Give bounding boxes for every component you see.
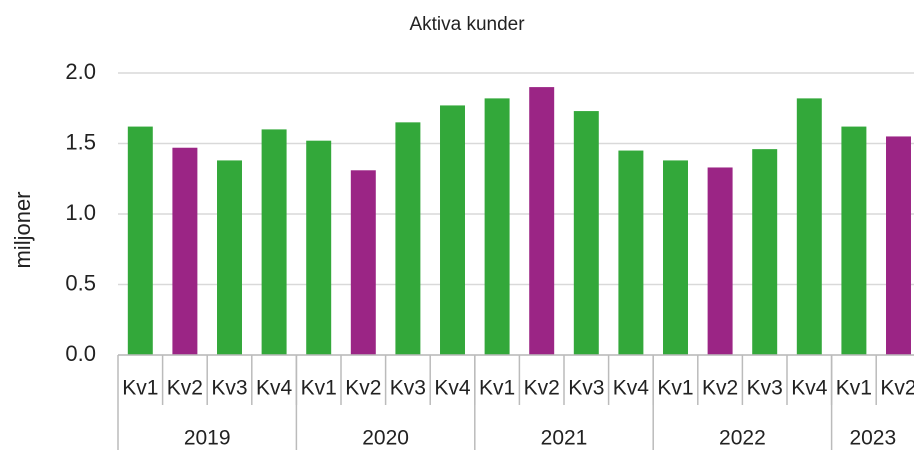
x-tick-label: Kv4 xyxy=(256,377,293,400)
x-tick-label: Kv1 xyxy=(479,377,515,400)
x-tick-label: Kv2 xyxy=(880,377,914,400)
group-label: 2023 xyxy=(849,427,896,450)
x-tick-label: Kv3 xyxy=(211,377,247,400)
group-label: 2022 xyxy=(719,427,766,450)
bar xyxy=(796,98,822,355)
chart-title: Aktiva kunder xyxy=(409,14,525,35)
x-tick-label: Kv1 xyxy=(836,377,872,400)
y-tick-label: 0.5 xyxy=(65,270,96,295)
bar xyxy=(529,87,555,355)
x-tick-label: Kv2 xyxy=(167,377,203,400)
bar xyxy=(618,150,644,355)
bar xyxy=(484,98,510,355)
bar xyxy=(350,170,376,355)
x-tick-label: Kv4 xyxy=(434,377,471,400)
y-tick-label: 1.5 xyxy=(65,129,96,154)
x-tick-label: Kv2 xyxy=(702,377,738,400)
x-tick-label: Kv3 xyxy=(390,377,426,400)
bar xyxy=(440,105,465,356)
bar xyxy=(841,126,867,355)
bar xyxy=(217,160,242,355)
x-tick-label: Kv2 xyxy=(524,377,560,400)
x-tick-label: Kv1 xyxy=(122,377,158,400)
y-tick-label: 0.0 xyxy=(65,341,96,366)
x-tick-label: Kv4 xyxy=(791,377,828,400)
x-tick-label: Kv3 xyxy=(747,377,783,400)
bar xyxy=(306,140,332,355)
bar xyxy=(127,126,153,355)
bar xyxy=(261,129,287,355)
bar xyxy=(886,136,911,355)
group-label: 2021 xyxy=(541,427,588,450)
y-tick-label: 1.0 xyxy=(65,200,96,225)
bar xyxy=(573,111,599,355)
bar xyxy=(395,122,421,355)
group-label: 2019 xyxy=(184,427,231,450)
x-tick-label: Kv1 xyxy=(301,377,337,400)
bar xyxy=(172,147,198,355)
x-tick-label: Kv4 xyxy=(613,377,650,400)
group-label: 2020 xyxy=(362,427,409,450)
x-tick-label: Kv1 xyxy=(657,377,693,400)
bar xyxy=(752,149,778,355)
y-axis-label: miljoner xyxy=(10,191,35,268)
x-tick-label: Kv3 xyxy=(568,377,604,400)
y-tick-label: 2.0 xyxy=(65,59,96,84)
bar xyxy=(707,167,733,355)
bar xyxy=(663,160,688,355)
x-tick-label: Kv2 xyxy=(345,377,381,400)
